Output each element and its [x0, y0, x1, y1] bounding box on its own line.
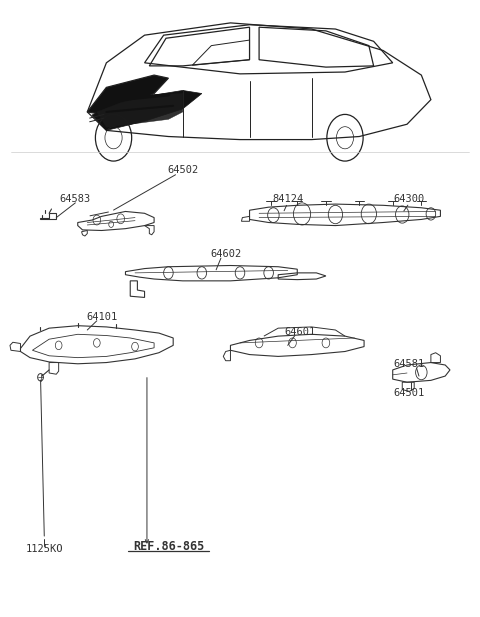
Polygon shape: [97, 94, 183, 127]
Text: REF.86-865: REF.86-865: [133, 540, 204, 553]
Text: 64101: 64101: [86, 312, 117, 322]
Text: 1125KO: 1125KO: [25, 544, 63, 554]
Text: 64502: 64502: [167, 165, 198, 175]
Polygon shape: [92, 91, 202, 130]
Text: 64300: 64300: [394, 194, 425, 204]
Text: 64501: 64501: [394, 388, 425, 398]
Text: 64581: 64581: [394, 358, 425, 369]
Text: 84124: 84124: [272, 194, 303, 204]
Polygon shape: [87, 75, 168, 115]
Text: 64583: 64583: [60, 194, 91, 204]
Text: 64602: 64602: [210, 249, 241, 259]
Text: 64601: 64601: [284, 327, 315, 337]
